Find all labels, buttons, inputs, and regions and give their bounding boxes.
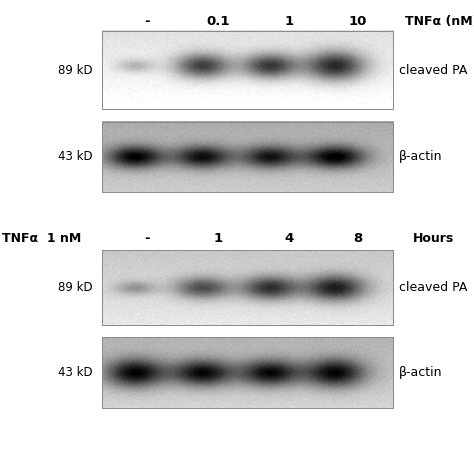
Text: 89 kD: 89 kD: [58, 64, 92, 77]
Text: -: -: [144, 232, 150, 245]
Text: β-actin: β-actin: [399, 150, 443, 164]
Text: 43 kD: 43 kD: [58, 150, 92, 164]
Text: TNFα (nM): TNFα (nM): [405, 15, 474, 28]
Text: 89 kD: 89 kD: [58, 281, 92, 294]
Text: 10: 10: [349, 15, 367, 28]
Text: cleaved PA: cleaved PA: [399, 281, 467, 294]
Text: cleaved PA: cleaved PA: [399, 64, 467, 77]
Bar: [102, 337, 393, 408]
Text: 1: 1: [213, 232, 223, 245]
Text: -: -: [144, 15, 150, 28]
Text: 43 kD: 43 kD: [58, 366, 92, 379]
Text: Hours: Hours: [412, 232, 454, 245]
Text: 8: 8: [353, 232, 363, 245]
Bar: [102, 122, 393, 192]
Text: TNFα  1 nM: TNFα 1 nM: [2, 232, 82, 245]
Bar: [102, 250, 393, 325]
Bar: [102, 31, 393, 109]
Text: 0.1: 0.1: [206, 15, 230, 28]
Text: β-actin: β-actin: [399, 366, 443, 379]
Text: 1: 1: [284, 15, 294, 28]
Text: 4: 4: [284, 232, 294, 245]
